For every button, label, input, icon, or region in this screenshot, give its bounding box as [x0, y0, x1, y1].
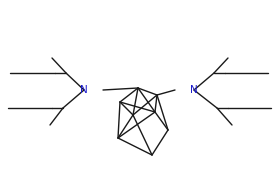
- Text: N: N: [80, 85, 88, 95]
- Text: N: N: [190, 85, 198, 95]
